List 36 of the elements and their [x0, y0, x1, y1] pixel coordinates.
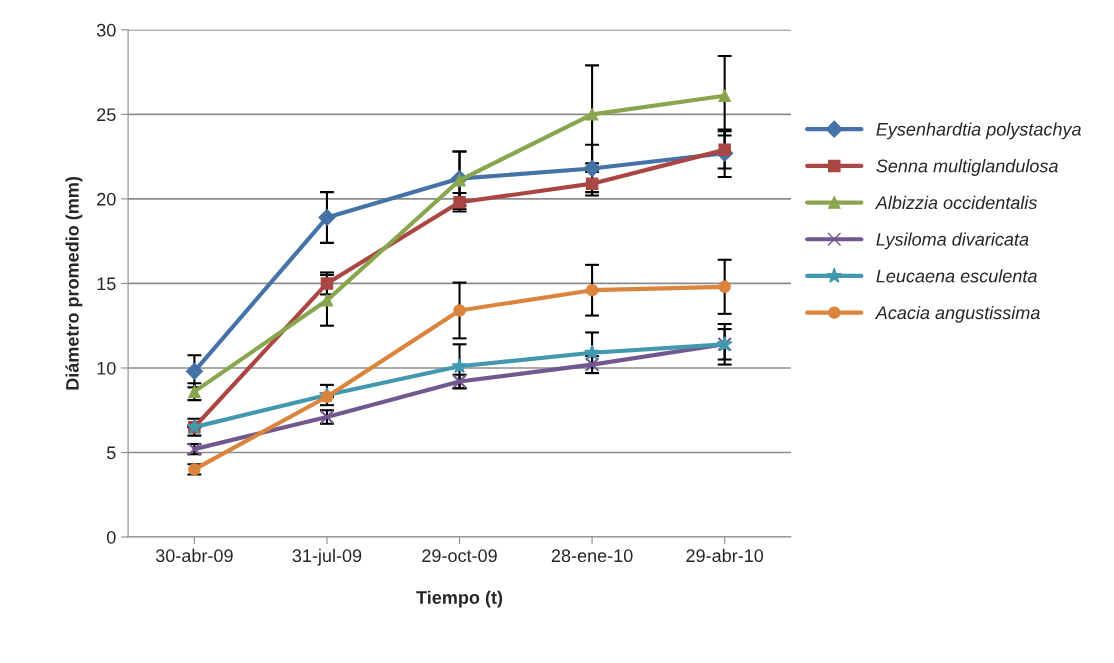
point	[451, 357, 468, 374]
point	[718, 89, 731, 103]
legend-label: Albizzia occidentalis	[874, 195, 1038, 210]
point	[188, 385, 201, 398]
y-tick-label: 0	[106, 530, 116, 544]
legend-label: Acacia angustissima	[874, 305, 1040, 323]
y-tick-label: 25	[97, 108, 116, 122]
legend-label: Leucaena esculenta	[876, 269, 1037, 283]
point	[583, 159, 601, 178]
point	[318, 208, 336, 227]
legend-label: Eysenhardtia polystachya	[876, 122, 1081, 140]
x-tick-label: 28-ene-10	[551, 549, 633, 563]
x-tick-label: 30-abr-09	[155, 548, 233, 563]
y-tick-label: 20	[97, 192, 116, 206]
point	[585, 177, 599, 190]
y-axis-title: Diámetro promedio (mm)	[65, 176, 83, 390]
point	[585, 283, 599, 297]
x-axis-title: Tiempo (t)	[416, 590, 503, 608]
y-tick-label: 30	[96, 23, 116, 37]
point	[718, 280, 731, 294]
point	[718, 143, 731, 157]
x-tick-label: 31-jul-09	[292, 548, 362, 566]
y-tick-label: 15	[97, 277, 116, 291]
point	[584, 344, 601, 360]
y-tick-label: 5	[106, 446, 116, 460]
point	[185, 362, 203, 380]
point	[320, 277, 334, 290]
point	[320, 294, 334, 307]
point	[585, 108, 599, 121]
point	[320, 390, 334, 403]
legend-label: Lysiloma divaricata	[876, 232, 1029, 250]
point	[453, 304, 466, 317]
y-tick-label: 10	[97, 361, 116, 375]
x-tick-label: 29-oct-09	[422, 549, 497, 563]
x-tick-label: 29-abr-10	[686, 548, 764, 563]
legend-label: Senna multiglandulosa	[876, 159, 1058, 176]
